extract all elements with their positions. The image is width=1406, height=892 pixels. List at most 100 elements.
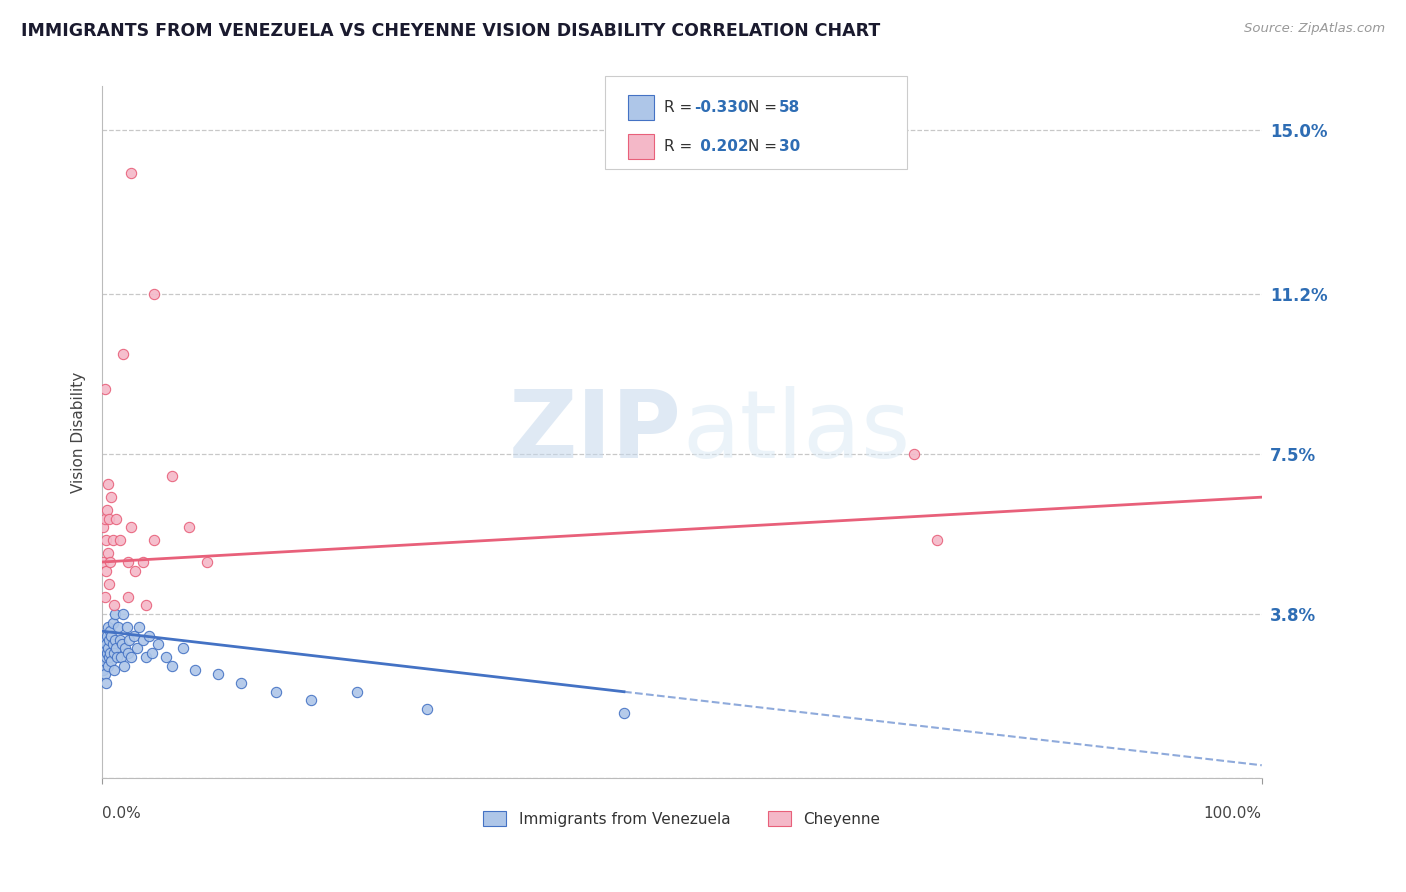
Point	[132, 555, 155, 569]
Point	[101, 533, 124, 548]
Point	[155, 650, 177, 665]
Point	[104, 607, 127, 621]
Point	[179, 520, 201, 534]
Text: N =: N =	[748, 139, 782, 154]
Point	[160, 468, 183, 483]
Point	[93, 632, 115, 647]
Point	[346, 684, 368, 698]
Point	[98, 555, 121, 569]
Point	[108, 533, 131, 548]
Point	[98, 632, 121, 647]
Point	[94, 676, 117, 690]
Text: -0.330: -0.330	[695, 100, 749, 115]
Point	[93, 555, 115, 569]
Point	[98, 646, 121, 660]
Point	[97, 620, 120, 634]
Point	[160, 658, 183, 673]
Point	[125, 641, 148, 656]
Point	[117, 646, 139, 660]
Point	[132, 632, 155, 647]
Point	[112, 607, 135, 621]
Text: 0.202: 0.202	[695, 139, 748, 154]
Point	[143, 533, 166, 548]
Point	[93, 663, 115, 677]
Y-axis label: Vision Disability: Vision Disability	[72, 372, 86, 493]
Point	[93, 641, 115, 656]
Point	[94, 564, 117, 578]
Point	[100, 655, 122, 669]
Point	[138, 628, 160, 642]
Point	[96, 628, 118, 642]
Point	[94, 650, 117, 665]
Point	[96, 646, 118, 660]
Point	[172, 641, 194, 656]
Point	[195, 555, 218, 569]
Point	[110, 650, 132, 665]
Point	[98, 576, 121, 591]
Point	[264, 684, 287, 698]
Point	[107, 620, 129, 634]
Point	[97, 546, 120, 560]
Point	[93, 655, 115, 669]
Point	[135, 650, 157, 665]
Point	[124, 564, 146, 578]
Point	[94, 533, 117, 548]
Point	[120, 520, 142, 534]
Text: 30: 30	[779, 139, 800, 154]
Point	[93, 382, 115, 396]
Point	[117, 590, 139, 604]
Point	[103, 663, 125, 677]
Point	[105, 641, 128, 656]
Point	[143, 287, 166, 301]
Legend: Immigrants from Venezuela, Cheyenne: Immigrants from Venezuela, Cheyenne	[477, 805, 887, 833]
Point	[613, 706, 636, 721]
Point	[105, 512, 128, 526]
Text: Source: ZipAtlas.com: Source: ZipAtlas.com	[1244, 22, 1385, 36]
Point	[141, 646, 163, 660]
Point	[299, 693, 322, 707]
Point	[231, 676, 253, 690]
Point	[100, 628, 122, 642]
Point	[103, 646, 125, 660]
Text: R =: R =	[664, 139, 697, 154]
Point	[925, 533, 948, 548]
Point	[114, 641, 136, 656]
Text: IMMIGRANTS FROM VENEZUELA VS CHEYENNE VISION DISABILITY CORRELATION CHART: IMMIGRANTS FROM VENEZUELA VS CHEYENNE VI…	[21, 22, 880, 40]
Point	[97, 477, 120, 491]
Point	[93, 650, 115, 665]
Point	[111, 637, 134, 651]
Point	[98, 650, 121, 665]
Point	[112, 347, 135, 361]
Point	[94, 637, 117, 651]
Text: atlas: atlas	[682, 386, 910, 478]
Point	[93, 667, 115, 681]
Point	[146, 637, 169, 651]
Point	[103, 599, 125, 613]
Point	[96, 503, 118, 517]
Point	[93, 590, 115, 604]
Point	[93, 512, 115, 526]
Point	[93, 520, 115, 534]
Point	[101, 637, 124, 651]
Point	[120, 166, 142, 180]
Point	[108, 632, 131, 647]
Point	[100, 490, 122, 504]
Point	[97, 658, 120, 673]
Point	[184, 663, 207, 677]
Point	[122, 628, 145, 642]
Text: 58: 58	[779, 100, 800, 115]
Point	[101, 615, 124, 630]
Text: 0.0%: 0.0%	[103, 805, 141, 821]
Point	[120, 650, 142, 665]
Text: N =: N =	[748, 100, 782, 115]
Text: 100.0%: 100.0%	[1204, 805, 1261, 821]
Point	[416, 702, 439, 716]
Point	[97, 641, 120, 656]
Point	[128, 620, 150, 634]
Text: ZIP: ZIP	[509, 386, 682, 478]
Point	[903, 447, 925, 461]
Point	[115, 620, 138, 634]
Point	[105, 650, 128, 665]
Point	[104, 632, 127, 647]
Point	[112, 658, 135, 673]
